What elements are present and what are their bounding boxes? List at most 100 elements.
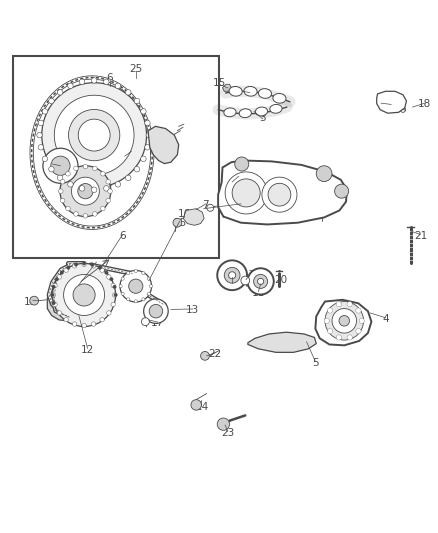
- Circle shape: [335, 184, 349, 198]
- Circle shape: [72, 322, 77, 326]
- Circle shape: [78, 183, 93, 199]
- Circle shape: [347, 302, 352, 307]
- Circle shape: [66, 206, 70, 211]
- Circle shape: [328, 308, 333, 313]
- Circle shape: [232, 179, 260, 207]
- Circle shape: [68, 83, 73, 88]
- Circle shape: [127, 298, 130, 301]
- Circle shape: [120, 270, 152, 302]
- Text: 3: 3: [259, 112, 266, 123]
- Circle shape: [262, 177, 297, 212]
- Text: 23: 23: [221, 428, 234, 438]
- Circle shape: [78, 119, 110, 151]
- Circle shape: [49, 166, 54, 172]
- Circle shape: [224, 268, 240, 283]
- Circle shape: [106, 311, 111, 315]
- Circle shape: [149, 285, 152, 288]
- Circle shape: [104, 185, 109, 191]
- Circle shape: [129, 279, 143, 293]
- Circle shape: [141, 318, 149, 326]
- Circle shape: [60, 166, 111, 216]
- Polygon shape: [47, 284, 93, 321]
- Circle shape: [225, 172, 267, 214]
- Ellipse shape: [255, 107, 268, 116]
- Circle shape: [101, 172, 105, 176]
- Circle shape: [92, 78, 97, 83]
- Circle shape: [92, 322, 96, 326]
- Circle shape: [91, 263, 94, 266]
- Circle shape: [92, 212, 97, 216]
- Circle shape: [55, 278, 59, 281]
- Circle shape: [68, 109, 120, 161]
- Circle shape: [347, 335, 352, 340]
- Circle shape: [110, 278, 113, 281]
- Text: 25: 25: [129, 64, 142, 75]
- Circle shape: [111, 284, 115, 288]
- Circle shape: [52, 301, 55, 305]
- Circle shape: [268, 183, 291, 206]
- Circle shape: [146, 132, 152, 138]
- Text: 9: 9: [378, 100, 385, 109]
- Text: 6: 6: [106, 73, 113, 83]
- Circle shape: [356, 308, 361, 313]
- Text: 10: 10: [226, 279, 239, 289]
- Circle shape: [113, 285, 117, 288]
- Ellipse shape: [229, 86, 242, 96]
- Circle shape: [108, 189, 112, 193]
- Circle shape: [74, 263, 78, 266]
- Text: 13: 13: [125, 148, 138, 158]
- Polygon shape: [148, 126, 179, 164]
- Circle shape: [332, 309, 357, 333]
- Ellipse shape: [270, 104, 282, 113]
- Text: 7: 7: [49, 161, 56, 171]
- Circle shape: [121, 277, 124, 280]
- Circle shape: [53, 263, 116, 327]
- Circle shape: [92, 187, 97, 192]
- Circle shape: [53, 302, 57, 306]
- Text: 1: 1: [75, 279, 82, 289]
- Circle shape: [73, 284, 95, 306]
- Circle shape: [127, 271, 130, 274]
- Circle shape: [83, 164, 88, 169]
- Circle shape: [68, 182, 73, 187]
- Circle shape: [356, 328, 361, 334]
- Text: 18: 18: [418, 100, 431, 109]
- Polygon shape: [52, 287, 86, 317]
- Circle shape: [51, 293, 54, 297]
- Circle shape: [142, 298, 145, 301]
- Circle shape: [247, 268, 274, 295]
- Text: 16: 16: [177, 209, 191, 219]
- Circle shape: [82, 262, 86, 265]
- Circle shape: [111, 302, 115, 306]
- Circle shape: [254, 274, 268, 288]
- Circle shape: [328, 328, 333, 334]
- Circle shape: [67, 266, 70, 269]
- Circle shape: [64, 268, 68, 272]
- Circle shape: [134, 166, 140, 172]
- Ellipse shape: [273, 93, 286, 103]
- Circle shape: [235, 157, 249, 171]
- Text: 7: 7: [202, 200, 209, 210]
- Circle shape: [60, 198, 65, 203]
- Text: 17: 17: [243, 270, 256, 280]
- Circle shape: [126, 175, 131, 181]
- Circle shape: [82, 262, 86, 266]
- Circle shape: [43, 148, 78, 183]
- Text: 12: 12: [81, 345, 94, 355]
- Circle shape: [134, 300, 138, 303]
- Circle shape: [37, 132, 42, 138]
- Circle shape: [121, 292, 124, 295]
- Text: 4: 4: [382, 314, 389, 324]
- Circle shape: [92, 166, 97, 171]
- Circle shape: [106, 275, 111, 279]
- Circle shape: [42, 83, 147, 188]
- Circle shape: [57, 311, 62, 315]
- Circle shape: [74, 212, 78, 216]
- Circle shape: [66, 172, 70, 176]
- Circle shape: [104, 79, 109, 85]
- Circle shape: [339, 316, 350, 326]
- Circle shape: [144, 299, 168, 324]
- Text: 11: 11: [252, 288, 265, 298]
- Circle shape: [201, 351, 209, 360]
- Text: 21: 21: [414, 231, 427, 241]
